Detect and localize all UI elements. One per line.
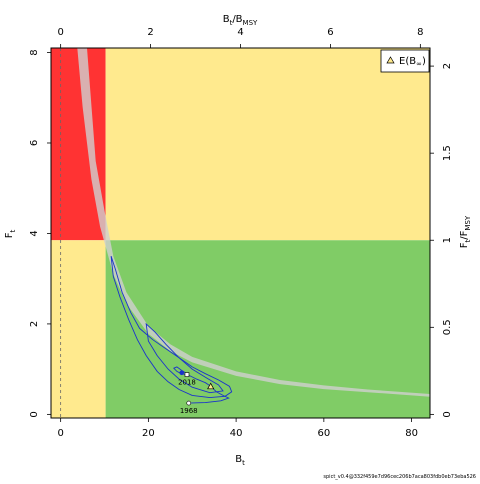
point-1968	[186, 400, 192, 406]
x-tick-label: 0	[57, 428, 63, 439]
y2-tick-label: 1.5	[442, 145, 453, 161]
y2-tick-label: 0	[442, 411, 453, 417]
legend-label: E(B∞)	[399, 56, 426, 68]
y-tick-label: 2	[29, 321, 40, 327]
zone-healthy-overfishing	[105, 48, 430, 241]
y-tick-label: 4	[29, 230, 40, 236]
x2-axis-label: Bt/BMSY	[223, 14, 258, 27]
y-axis-label: Ft	[4, 229, 17, 238]
trajectory-line	[173, 366, 230, 404]
confidence-region-layer	[110, 255, 233, 399]
x-tick-label: 20	[142, 428, 155, 439]
zone-overfished-no-overfishing	[51, 240, 106, 418]
y2-axis-label: Ft/FMSY	[459, 215, 472, 248]
trajectory-layer	[173, 366, 230, 404]
x2-tick-label: 6	[327, 27, 333, 38]
confidence-region-outer	[110, 255, 233, 399]
y-tick-label: 0	[29, 411, 40, 417]
x2-tick-label: 8	[417, 27, 423, 38]
confidence-region-inner	[145, 322, 224, 394]
y2-tick-label: 2	[442, 63, 453, 69]
zone-overfished-overfishing	[51, 48, 106, 241]
x2-tick-label: 4	[237, 27, 243, 38]
y-tick-label: 6	[29, 140, 40, 146]
x2-tick-label: 0	[57, 27, 63, 38]
point-marker	[179, 370, 185, 376]
version-footer: spict_v0.4@332f459e7d96cec206b7aca803fdb…	[323, 474, 476, 480]
y2-tick-label: 0.5	[442, 319, 453, 335]
zone-healthy	[105, 240, 430, 418]
equilibrium-point	[207, 382, 215, 390]
equilibrium-band-layer	[60, 48, 430, 418]
x2-tick-label: 2	[147, 27, 153, 38]
points-layer: 1968 2018	[178, 370, 215, 415]
x-tick-label: 40	[230, 428, 243, 439]
year-label-2018: 2018	[178, 379, 196, 387]
x-tick-label: 80	[405, 428, 418, 439]
legend-triangle-icon	[386, 56, 395, 64]
legend-box	[380, 49, 430, 73]
zones-layer	[51, 48, 430, 418]
point-2018	[184, 372, 190, 377]
year-label-1968: 1968	[180, 407, 198, 415]
y2-tick-label: 1	[442, 237, 453, 243]
x-tick-label: 60	[317, 428, 330, 439]
legend: E(B∞)	[380, 49, 430, 73]
x-axis-label: Bt	[235, 454, 245, 467]
y-tick-label: 8	[29, 49, 40, 55]
